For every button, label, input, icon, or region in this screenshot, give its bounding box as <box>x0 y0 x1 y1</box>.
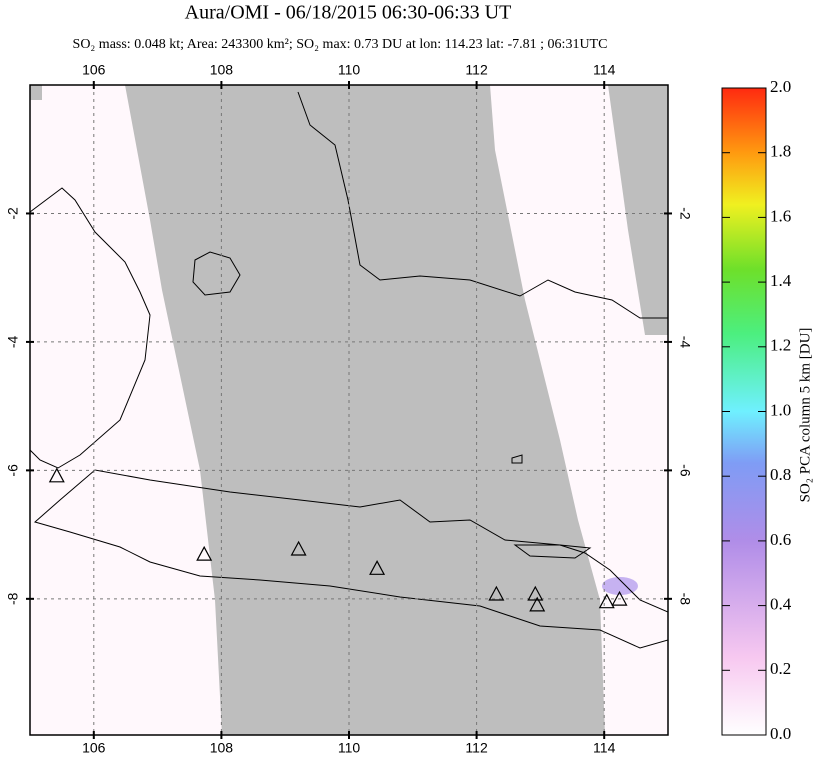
y-tick-label: -8 <box>677 593 693 606</box>
coastlines <box>30 91 668 649</box>
x-tick-label: 114 <box>593 740 616 756</box>
volcano-marker <box>527 585 544 601</box>
so2-plume <box>602 577 638 595</box>
colorbar-tick-label: 0.6 <box>770 530 791 549</box>
y-tick-label: -2 <box>677 207 693 220</box>
colorbar-tick-label: 0.2 <box>770 659 791 678</box>
x-tick-label: 108 <box>210 740 234 756</box>
chart-subtitle: SO₂ mass: 0.048 kt; Area: 243300 km²; SO… <box>73 37 608 52</box>
colorbar-tick-label: 1.8 <box>770 142 791 161</box>
x-tick-label: 106 <box>82 62 106 78</box>
colorbar-tick-label: 1.2 <box>770 336 791 355</box>
colorbar-tick-label: 1.6 <box>770 206 791 225</box>
x-tick-label: 110 <box>338 740 361 756</box>
volcano-marker <box>611 590 628 606</box>
colorbar-tick-label: 0.0 <box>770 724 791 743</box>
no-data-swath <box>608 85 668 335</box>
x-tick-label: 108 <box>210 62 234 78</box>
volcano-marker <box>598 593 615 609</box>
colorbar-tick-label: 1.0 <box>770 400 791 419</box>
x-tick-label: 106 <box>82 740 106 756</box>
volcano-marker <box>48 467 65 483</box>
colorbar-tick-label: 2.0 <box>770 77 791 96</box>
grid <box>30 85 668 735</box>
x-tick-label: 112 <box>465 740 488 756</box>
volcano-marker <box>196 545 213 561</box>
colorbar-tick-label: 0.8 <box>770 465 791 484</box>
map-area <box>30 85 668 735</box>
y-tick-label: -8 <box>5 592 21 605</box>
colorbar-tick-label: 0.4 <box>770 595 792 614</box>
y-tick-label: -4 <box>677 336 693 349</box>
no-data-swath <box>125 85 605 735</box>
volcano-marker <box>290 540 307 556</box>
volcano-marker <box>529 596 546 612</box>
y-tick-label: -2 <box>5 207 21 220</box>
volcano-marker <box>369 560 386 575</box>
volcano-marker <box>488 585 505 601</box>
no-data-swath <box>30 85 42 100</box>
y-tick-label: -6 <box>677 464 693 477</box>
colorbar-label: SO₂ PCA column 5 km [DU] <box>797 328 813 503</box>
chart-title: Aura/OMI - 06/18/2015 06:30-06:33 UT <box>185 2 512 24</box>
x-tick-label: 114 <box>593 62 616 78</box>
x-tick-label: 112 <box>465 62 488 78</box>
y-tick-label: -6 <box>5 464 21 477</box>
y-tick-label: -4 <box>5 335 21 348</box>
x-tick-label: 110 <box>338 62 361 78</box>
colorbar-tick-label: 1.4 <box>770 271 792 290</box>
